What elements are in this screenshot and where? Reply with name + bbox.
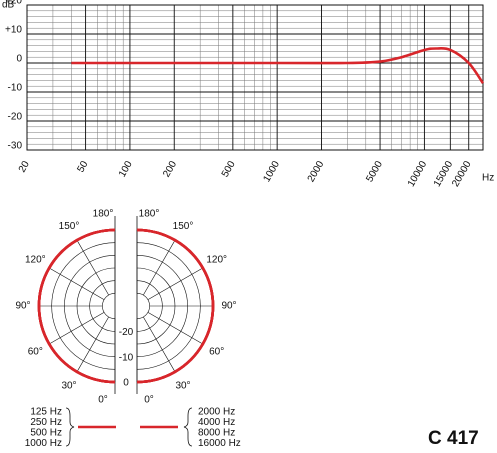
spoke xyxy=(143,240,176,296)
response-curve xyxy=(71,47,485,85)
angle-label: 60° xyxy=(209,347,224,358)
legend-label: 16000 Hz xyxy=(198,438,241,449)
spoke xyxy=(143,316,176,372)
angle-label: 150° xyxy=(59,221,80,232)
angle-label: 60° xyxy=(28,347,43,358)
y-tick-label: -30 xyxy=(8,141,23,152)
legend-label: 250 Hz xyxy=(30,417,62,428)
legend-label: 125 Hz xyxy=(30,407,62,418)
x-tick-label: 5000 xyxy=(364,159,385,184)
angle-label: 180° xyxy=(93,209,114,220)
y-axis-label: dB xyxy=(2,0,15,11)
legend-label: 4000 Hz xyxy=(198,417,235,428)
angle-label: 180° xyxy=(139,209,160,220)
minor-ring xyxy=(102,293,116,319)
angle-label: 120° xyxy=(206,255,227,266)
x-tick-label: 100 xyxy=(117,159,135,179)
angle-label: 120° xyxy=(25,255,46,266)
x-tick-label: 10000 xyxy=(406,159,430,189)
right-brace xyxy=(183,407,193,447)
spoke xyxy=(147,267,203,300)
angle-label: 150° xyxy=(173,221,194,232)
r-tick-label: 0 xyxy=(123,378,129,389)
angle-label: 0° xyxy=(98,395,108,406)
model-name: C 417 xyxy=(428,428,479,449)
angle-label: 90° xyxy=(221,301,236,312)
left-brace xyxy=(65,407,75,447)
r-tick-label: -20 xyxy=(119,327,134,338)
y-tick-label: +10 xyxy=(5,25,22,36)
minor-ring xyxy=(136,293,150,319)
x-tick-label: 20000 xyxy=(450,159,474,189)
x-tick-label: 500 xyxy=(220,159,238,179)
legend-label: 2000 Hz xyxy=(198,407,235,418)
r-tick-label: -10 xyxy=(119,352,134,363)
y-tick-label: 0 xyxy=(16,54,22,65)
plot-frame xyxy=(26,4,484,151)
angle-label: 30° xyxy=(175,380,190,391)
spoke xyxy=(147,312,203,345)
x-tick-label: 50 xyxy=(75,159,90,175)
angle-label: 90° xyxy=(15,301,30,312)
x-tick-label: 20 xyxy=(17,159,32,175)
angle-label: 0° xyxy=(144,395,154,406)
y-tick-label: -20 xyxy=(8,112,23,123)
x-tick-label: 200 xyxy=(161,159,179,179)
y-tick-label: +20 xyxy=(5,0,22,7)
legend-label: 8000 Hz xyxy=(198,428,235,439)
spoke xyxy=(76,316,109,372)
x-axis-label: Hz xyxy=(482,173,494,184)
legend-label: 1000 Hz xyxy=(25,438,62,449)
legend-label: 500 Hz xyxy=(30,428,62,439)
polar-curve xyxy=(37,228,116,384)
y-tick-label: -10 xyxy=(8,83,23,94)
polar-curve xyxy=(136,228,215,384)
spoke xyxy=(76,240,109,296)
x-tick-label: 1000 xyxy=(261,159,282,184)
spoke xyxy=(49,312,105,345)
angle-label: 30° xyxy=(61,380,76,391)
x-tick-label: 2000 xyxy=(306,159,327,184)
spoke xyxy=(49,267,105,300)
